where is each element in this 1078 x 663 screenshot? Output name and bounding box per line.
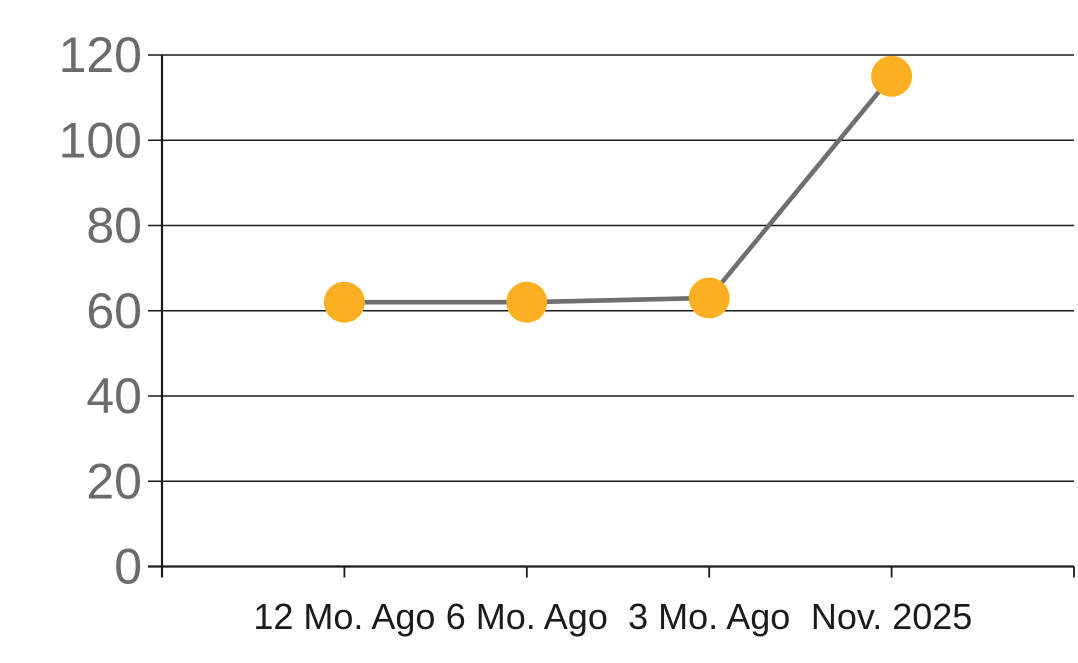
x-tick-label: 12 Mo. Ago [253,596,435,637]
data-point [871,55,913,97]
data-point [323,281,365,323]
y-tick-label: 80 [86,198,142,254]
data-point [506,281,548,323]
y-tick-label: 0 [114,539,142,595]
x-tick-label: Nov. 2025 [811,596,972,637]
data-point [688,277,730,319]
y-tick-label: 20 [86,453,142,509]
x-tick-label: 3 Mo. Ago [628,596,790,637]
y-tick-label: 100 [59,112,142,168]
trend-line [342,74,894,305]
y-tick-label: 120 [59,27,142,83]
x-tick-label: 6 Mo. Ago [446,596,608,637]
y-tick-label: 40 [86,368,142,424]
y-tick-label: 60 [86,283,142,339]
